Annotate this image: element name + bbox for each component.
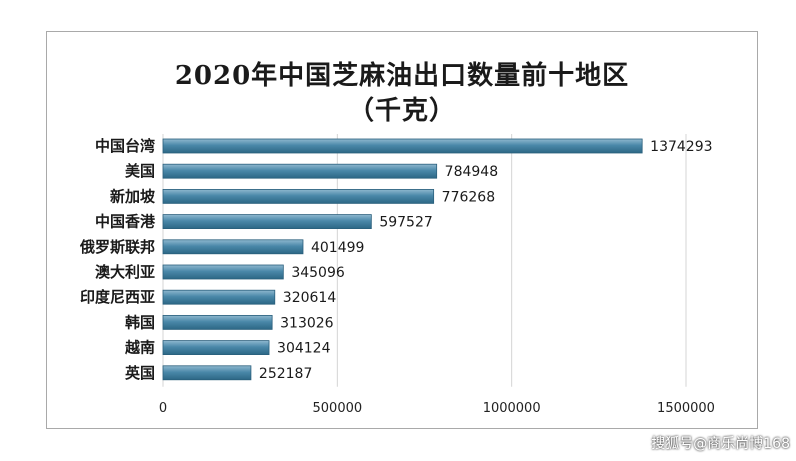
category-label: 美国 — [125, 162, 155, 180]
bar — [162, 289, 276, 305]
bar — [162, 314, 273, 330]
value-label: 345096 — [291, 265, 345, 281]
value-label: 597527 — [379, 215, 432, 231]
category-label: 俄罗斯联邦 — [79, 238, 155, 256]
bar — [162, 138, 643, 154]
category-label: 英国 — [125, 364, 155, 382]
category-label: 韩国 — [125, 313, 155, 331]
value-label: 313026 — [280, 315, 334, 331]
chart-subtitle-unit: （千克） — [347, 96, 456, 126]
bar — [162, 163, 438, 179]
category-label: 新加坡 — [110, 187, 155, 205]
value-label: 304124 — [277, 341, 331, 357]
bar — [162, 365, 252, 381]
category-label: 澳大利亚 — [95, 263, 155, 281]
value-label: 776268 — [442, 189, 495, 205]
category-label: 中国台湾 — [95, 137, 155, 155]
watermark-text: 搜狐号@商乐尚博168 — [651, 436, 790, 452]
bar — [162, 340, 270, 356]
value-label: 320614 — [283, 290, 337, 306]
x-tick-label: 1500000 — [657, 401, 715, 416]
value-label: 1374293 — [650, 139, 712, 155]
x-tick-label: 500000 — [313, 401, 363, 416]
bar — [162, 188, 435, 204]
value-label: 784948 — [445, 164, 498, 180]
x-tick-label: 0 — [159, 401, 167, 416]
chart-title: 2020年中国芝麻油出口数量前十地区 — [174, 61, 630, 91]
bar — [162, 264, 284, 280]
bar — [162, 239, 304, 255]
category-label: 越南 — [124, 339, 155, 357]
chart-frame — [46, 31, 758, 429]
value-label: 252187 — [259, 366, 312, 382]
bar — [162, 214, 372, 230]
value-label: 401499 — [311, 240, 364, 256]
category-label: 印度尼西亚 — [80, 288, 155, 306]
x-tick-label: 1000000 — [483, 401, 541, 416]
category-label: 中国香港 — [95, 213, 156, 231]
